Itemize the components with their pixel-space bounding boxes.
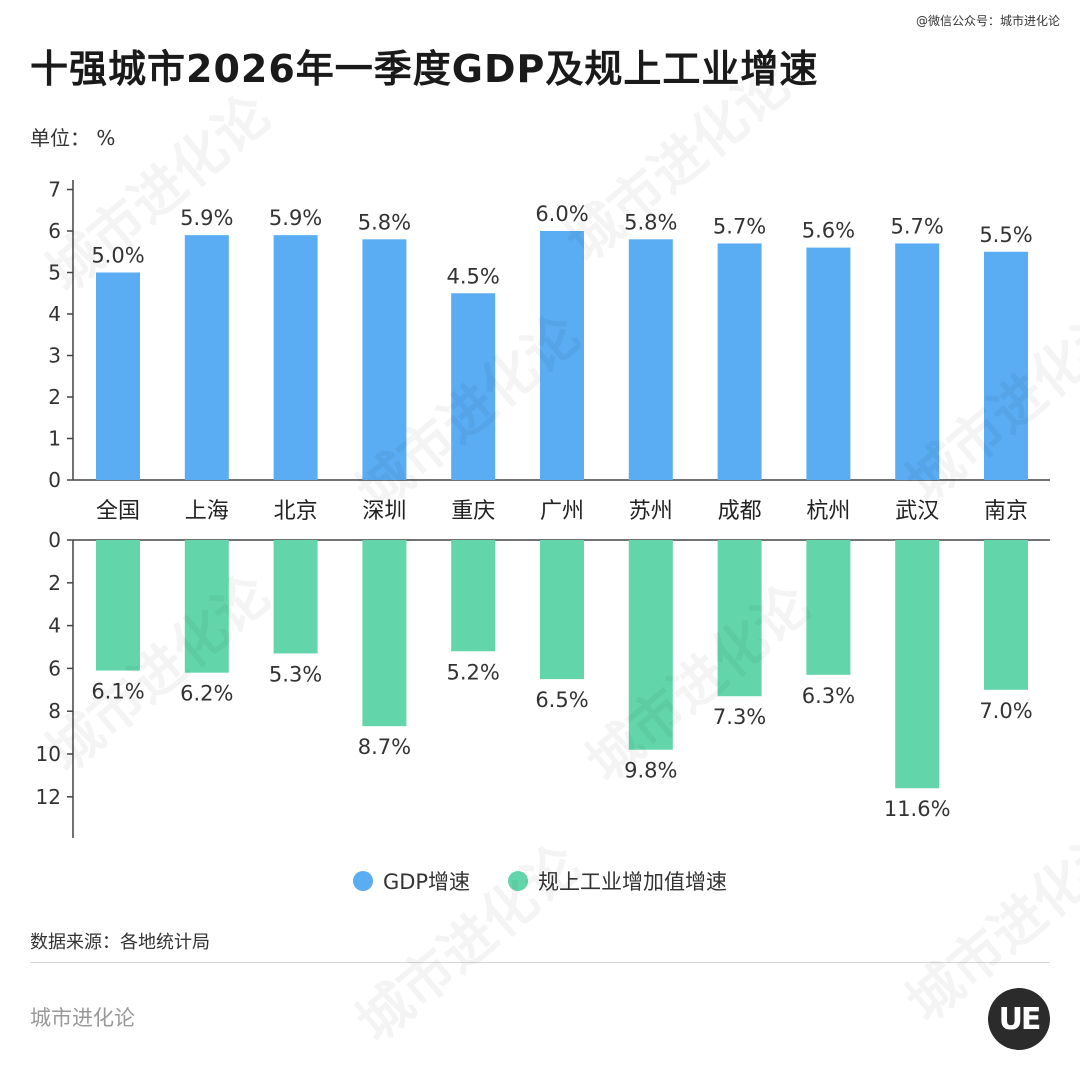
gdp-bar (96, 272, 140, 480)
top-y-tick-label: 1 (48, 427, 61, 451)
top-y-tick-label: 0 (48, 468, 61, 492)
top-y-tick-label: 6 (48, 219, 61, 243)
industry-bar (362, 540, 407, 727)
category-label: 成都 (718, 499, 762, 524)
category-label: 杭州 (806, 499, 850, 524)
gdp-data-label: 5.9% (269, 206, 322, 230)
bottom-y-tick-label: 12 (36, 785, 61, 809)
bottom-y-tick-label: 10 (36, 742, 61, 766)
category-label: 苏州 (629, 499, 673, 524)
gdp-bar (362, 239, 407, 480)
category-label: 重庆 (451, 499, 495, 524)
gdp-data-label: 5.8% (358, 210, 411, 234)
category-label: 深圳 (362, 499, 406, 524)
gdp-bar (806, 247, 851, 480)
legend-swatch-gdp (352, 871, 373, 891)
industry-data-label: 5.2% (447, 660, 500, 684)
bottom-y-tick-label: 6 (48, 656, 61, 680)
industry-bar (540, 540, 584, 680)
top-watermark: @微信公众号：城市进化论 (915, 14, 1060, 28)
industry-bar (451, 540, 496, 652)
gdp-data-label: 4.5% (447, 264, 500, 288)
data-source: 数据来源：各地统计局 (30, 932, 210, 953)
top-y-tick-label: 5 (48, 261, 61, 285)
category-label: 南京 (984, 499, 1028, 524)
industry-bar (984, 540, 1028, 690)
divider (30, 962, 1050, 963)
gdp-bar (717, 243, 762, 480)
industry-bar (184, 540, 229, 673)
legend-item-industry: 规上工业增加值增速 (508, 866, 727, 896)
top-y-tick-label: 7 (48, 178, 61, 202)
legend: GDP增速 规上工业增加值增速 (0, 866, 1080, 896)
industry-bar (717, 540, 762, 697)
industry-data-label: 11.6% (884, 797, 951, 821)
category-label: 武汉 (895, 499, 939, 524)
gdp-bar (984, 251, 1028, 480)
brand-name: 城市进化论 (30, 1006, 135, 1030)
gdp-data-label: 5.7% (891, 214, 944, 238)
gdp-data-label: 5.5% (979, 223, 1032, 247)
legend-swatch-industry (508, 871, 529, 891)
top-y-tick-label: 2 (48, 385, 61, 409)
industry-data-label: 6.5% (535, 688, 588, 712)
chart-title: 十强城市2026年一季度GDP及规上工业增速 (30, 47, 819, 91)
industry-bar (895, 540, 940, 789)
category-label: 广州 (540, 499, 584, 524)
top-y-tick-label: 3 (48, 344, 61, 368)
industry-data-label: 8.7% (358, 735, 411, 759)
bottom-y-tick-label: 8 (48, 699, 61, 723)
gdp-bar (895, 243, 940, 480)
industry-data-label: 5.3% (269, 662, 322, 686)
gdp-data-label: 5.0% (91, 244, 144, 268)
bottom-y-tick-label: 0 (48, 528, 61, 552)
brand-logo: UE (988, 988, 1050, 1050)
gdp-bar (540, 231, 584, 480)
legend-label-industry: 规上工业增加值增速 (538, 870, 728, 894)
bar-chart: 012345670246810125.0%全国6.1%5.9%上海6.2%5.9… (36, 178, 1050, 838)
gdp-bar (628, 239, 673, 480)
gdp-data-label: 5.7% (713, 214, 766, 238)
bottom-y-tick-label: 2 (48, 571, 61, 595)
industry-bar (273, 540, 318, 654)
unit-label: 单位： % (30, 126, 116, 150)
gdp-bar (273, 235, 318, 480)
legend-label-gdp: GDP增速 (382, 870, 471, 894)
industry-bar (806, 540, 851, 675)
gdp-data-label: 5.8% (624, 210, 677, 234)
industry-data-label: 7.3% (713, 705, 766, 729)
category-label: 上海 (185, 499, 229, 524)
industry-data-label: 9.8% (624, 759, 677, 783)
gdp-data-label: 6.0% (535, 202, 588, 226)
top-y-tick-label: 4 (48, 302, 61, 326)
legend-item-gdp: GDP增速 (352, 866, 471, 896)
category-label: 北京 (274, 499, 318, 524)
bottom-y-tick-label: 4 (48, 614, 61, 638)
gdp-data-label: 5.6% (802, 219, 855, 243)
watermark: 城市进化论 (336, 822, 594, 1056)
category-label: 全国 (96, 499, 140, 524)
gdp-bar (451, 293, 496, 480)
industry-bar (628, 540, 673, 750)
industry-bar (96, 540, 140, 671)
gdp-data-label: 5.9% (180, 206, 233, 230)
industry-data-label: 6.3% (802, 684, 855, 708)
industry-data-label: 6.1% (91, 680, 144, 704)
gdp-bar (184, 235, 229, 480)
industry-data-label: 7.0% (979, 699, 1032, 723)
industry-data-label: 6.2% (180, 682, 233, 706)
